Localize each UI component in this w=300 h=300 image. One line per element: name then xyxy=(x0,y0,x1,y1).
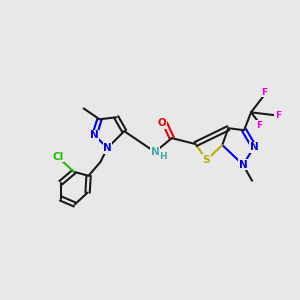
Text: N: N xyxy=(239,160,248,170)
Text: S: S xyxy=(203,155,210,165)
Text: O: O xyxy=(158,118,166,128)
Text: N: N xyxy=(151,147,159,157)
Text: F: F xyxy=(275,111,281,120)
Text: F: F xyxy=(261,88,267,97)
Text: N: N xyxy=(250,142,258,152)
Text: H: H xyxy=(159,152,167,161)
Text: Cl: Cl xyxy=(52,152,64,162)
Text: N: N xyxy=(103,143,112,153)
Text: F: F xyxy=(256,121,262,130)
Text: N: N xyxy=(90,130,99,140)
